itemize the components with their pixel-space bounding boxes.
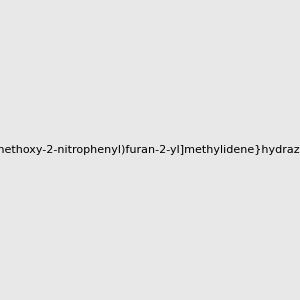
Text: 5-[(2E)-2-{[5-(4-methoxy-2-nitrophenyl)furan-2-yl]methylidene}hydrazinyl]-1H-tet: 5-[(2E)-2-{[5-(4-methoxy-2-nitrophenyl)f…	[0, 145, 300, 155]
